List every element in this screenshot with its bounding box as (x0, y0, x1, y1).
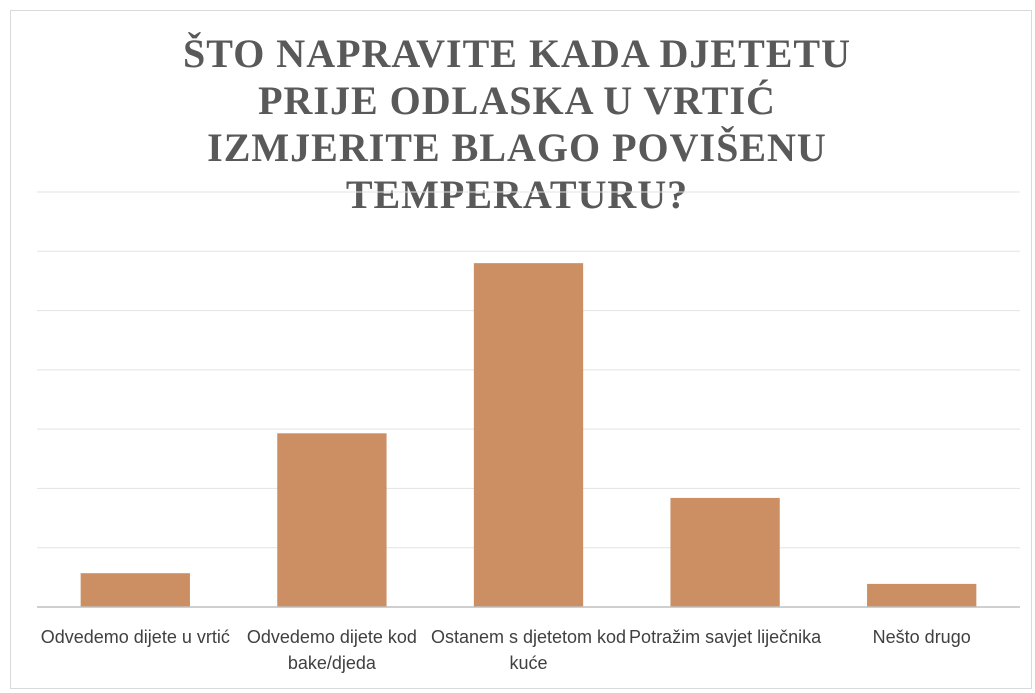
x-tick-label: Odvedemo dijete u vrtić (40, 627, 230, 647)
bar (80, 573, 190, 607)
bar (867, 583, 977, 607)
chart-frame (10, 10, 1032, 689)
x-tick-label: Potražim savjet liječnika (629, 627, 822, 647)
x-tick-label: Odvedemo dijete kod bake/djeda (246, 627, 417, 673)
bar (473, 263, 584, 607)
x-tick-label: Nešto drugo (872, 627, 971, 647)
bar (277, 433, 387, 607)
x-tick-label: Ostanem s djetetom kod kuće (430, 627, 627, 673)
chart-title: ŠTO NAPRAVITE KADA DJETETU PRIJE ODLASKA… (182, 31, 851, 217)
bar (670, 497, 780, 607)
